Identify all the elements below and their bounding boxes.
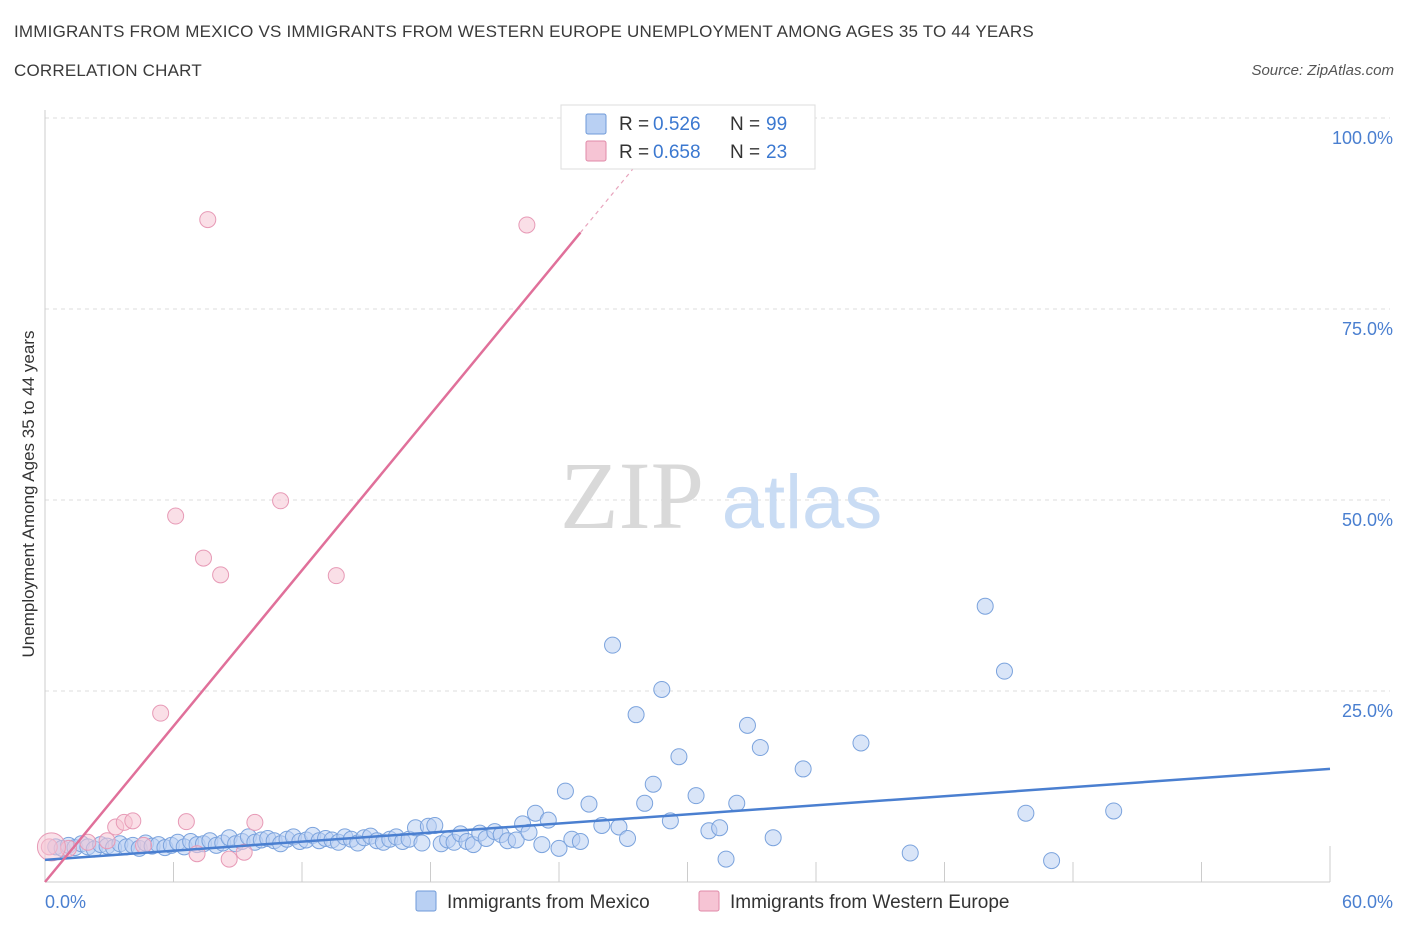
data-point — [135, 836, 153, 854]
tick-labels: 25.0% 50.0% 75.0% 100.0% 0.0% 60.0% — [45, 128, 1393, 912]
data-point — [1017, 804, 1035, 822]
x-tick-label: 60.0% — [1342, 892, 1393, 912]
source-credit: Source: ZipAtlas.com — [1251, 62, 1394, 79]
correlation-legend: R = 0.526 N = 99 R = 0.658 N = 23 — [560, 104, 816, 170]
y-tick-label: 25.0% — [1342, 701, 1393, 721]
chart-subtitle: CORRELATION CHART — [14, 61, 202, 80]
y-tick-label: 100.0% — [1332, 128, 1393, 148]
data-point — [711, 819, 729, 837]
series-legend: Immigrants from Mexico Immigrants from W… — [415, 890, 1009, 913]
data-point — [235, 843, 253, 861]
trend-line-mexico — [44, 767, 1331, 862]
watermark: ZIP atlas — [560, 442, 882, 549]
bottom-legend-label-western-europe: Immigrants from Western Europe — [730, 892, 1009, 913]
data-point — [246, 813, 264, 831]
data-point — [36, 832, 66, 862]
data-point — [670, 748, 688, 766]
data-point — [550, 839, 568, 857]
data-point — [619, 829, 637, 847]
series-immigrants-from-mexico — [47, 597, 1123, 870]
trend-line-western-europe-extension — [579, 167, 635, 233]
data-point — [604, 636, 622, 654]
data-point — [194, 549, 212, 567]
data-point — [212, 566, 230, 584]
x-tick-label: 0.0% — [45, 892, 86, 912]
trend-lines — [44, 167, 1331, 883]
watermark-atlas: atlas — [722, 460, 883, 545]
data-point — [852, 734, 870, 752]
data-point — [272, 492, 290, 510]
data-point — [520, 823, 538, 841]
legend-n-value-2: 23 — [766, 142, 787, 163]
data-point — [976, 597, 994, 615]
chart-title: IMMIGRANTS FROM MEXICO VS IMMIGRANTS FRO… — [14, 22, 1034, 41]
data-point — [152, 704, 170, 722]
grid-lines — [45, 117, 1390, 692]
data-point — [571, 833, 589, 851]
data-point — [1043, 852, 1061, 870]
data-point — [653, 680, 671, 698]
data-point — [1105, 802, 1123, 820]
legend-n-value-1: 99 — [766, 114, 787, 135]
data-point — [199, 211, 217, 229]
data-point — [764, 829, 782, 847]
legend-swatch-mexico — [585, 113, 607, 135]
legend-r-label-1: R = — [619, 114, 649, 135]
series-immigrants-from-western-europe — [36, 211, 536, 868]
y-tick-label: 50.0% — [1342, 510, 1393, 530]
data-point — [717, 850, 735, 868]
legend-r-value-2: 0.658 — [653, 142, 701, 163]
data-point — [738, 716, 756, 734]
y-axis-label: Unemployment Among Ages 35 to 44 years — [19, 331, 38, 658]
data-point — [728, 794, 746, 812]
data-point — [79, 833, 97, 851]
watermark-zip: ZIP — [560, 442, 704, 549]
bottom-legend-swatch-mexico — [415, 890, 437, 912]
data-point — [901, 844, 919, 862]
legend-r-value-1: 0.526 — [653, 114, 701, 135]
data-point — [413, 834, 431, 852]
data-point — [327, 567, 345, 585]
legend-n-label-2: N = — [730, 142, 760, 163]
data-point — [507, 831, 525, 849]
bottom-legend-label-mexico: Immigrants from Mexico — [447, 892, 650, 913]
data-point — [124, 812, 142, 830]
legend-n-label-1: N = — [730, 114, 760, 135]
bottom-legend-swatch-western-europe — [698, 890, 720, 912]
y-tick-label: 75.0% — [1342, 319, 1393, 339]
data-point — [636, 794, 654, 812]
data-point — [627, 706, 645, 724]
data-point — [687, 787, 705, 805]
trend-line-western-europe — [44, 231, 582, 883]
data-point — [167, 507, 185, 525]
data-point — [644, 775, 662, 793]
data-point — [177, 813, 195, 831]
data-point — [556, 782, 574, 800]
data-point — [794, 760, 812, 778]
data-point — [98, 832, 116, 850]
legend-r-label-2: R = — [619, 142, 649, 163]
legend-swatch-western-europe — [585, 140, 607, 162]
data-point — [751, 739, 769, 757]
data-point — [995, 662, 1013, 680]
axes — [44, 110, 1331, 883]
data-point — [518, 216, 536, 234]
data-point — [533, 836, 551, 854]
data-point — [580, 795, 598, 813]
data-point — [220, 850, 238, 868]
